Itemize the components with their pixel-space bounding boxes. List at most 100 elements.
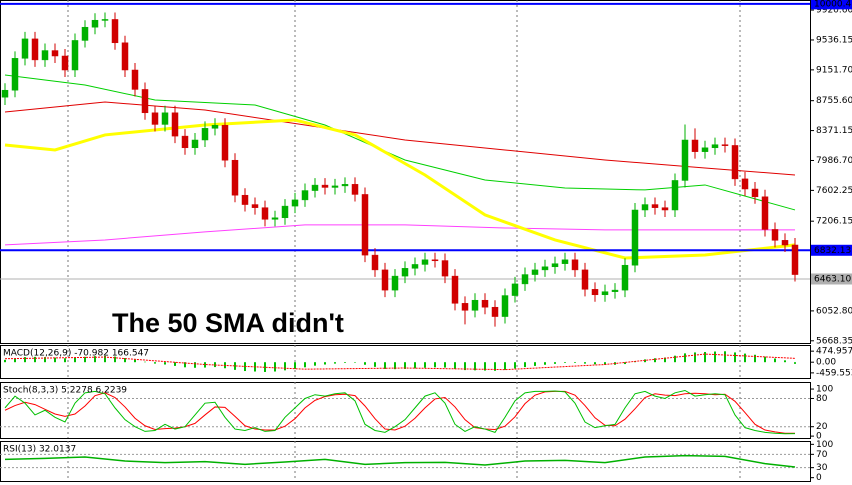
- macd-bar: [84, 356, 86, 363]
- macd-bar: [494, 362, 496, 371]
- candle-body: [91, 19, 99, 28]
- candle-body: [441, 260, 449, 277]
- macd-bar: [394, 362, 396, 370]
- candle-body: [71, 40, 79, 71]
- candle-body: [171, 112, 179, 137]
- candle-body: [231, 159, 239, 196]
- macd-bar: [434, 362, 436, 368]
- candle-body: [721, 144, 729, 146]
- candle-body: [21, 38, 29, 59]
- candle-body: [681, 139, 689, 181]
- indicator-line: [4, 454, 796, 468]
- y-tick-label: 9920.60: [816, 6, 852, 16]
- macd-bar: [294, 362, 296, 369]
- candle-body: [781, 240, 789, 246]
- macd-bar: [674, 355, 676, 363]
- macd-bar: [564, 362, 566, 363]
- candle-body: [751, 188, 759, 198]
- panel-frame: [0, 382, 811, 439]
- macd-bar: [264, 362, 266, 372]
- y-tick-label: 0: [816, 432, 822, 442]
- moving-average: [4, 101, 796, 176]
- candle-body: [281, 205, 289, 219]
- candle-body: [741, 178, 749, 190]
- candle-body: [361, 194, 369, 256]
- level-label: 6832.13: [814, 246, 851, 256]
- y-tick-label: 0.00: [816, 358, 836, 368]
- macd-bar: [284, 362, 286, 371]
- candle-body: [571, 259, 579, 271]
- macd-bar: [234, 362, 236, 370]
- y-tick-label: -459.553: [816, 368, 852, 378]
- candle-body: [261, 207, 269, 220]
- candle-body: [11, 58, 19, 91]
- macd-bar: [684, 353, 686, 363]
- macd-bar: [414, 362, 416, 369]
- candle-body: [41, 50, 49, 61]
- macd-bar: [734, 352, 736, 363]
- candle-body: [521, 274, 529, 285]
- candle-body: [111, 19, 119, 44]
- macd-bar: [474, 362, 476, 371]
- candle-body: [671, 180, 679, 211]
- panel-frame: [0, 441, 811, 482]
- macd-bar: [344, 362, 346, 363]
- moving-average: [4, 224, 795, 246]
- candle-body: [411, 264, 419, 269]
- candle-body: [431, 259, 439, 262]
- candle-body: [791, 244, 799, 275]
- macd-bar: [794, 362, 796, 364]
- candle-body: [351, 184, 359, 195]
- macd-bar: [664, 357, 666, 363]
- candle-body: [181, 135, 189, 149]
- macd-bar: [604, 362, 606, 365]
- y-tick-label: 80: [816, 394, 828, 404]
- y-tick-label: 9536.15: [816, 35, 852, 45]
- y-tick-label: 70: [816, 450, 828, 460]
- candle-body: [391, 275, 399, 291]
- candle-body: [31, 38, 39, 61]
- candle-body: [551, 263, 559, 268]
- candle-body: [121, 42, 129, 71]
- macd-bar: [354, 362, 356, 363]
- macd-bar: [654, 358, 656, 363]
- candle-body: [191, 139, 199, 149]
- candle-body: [601, 291, 609, 296]
- candle-body: [631, 209, 639, 266]
- level-label-box: [811, 0, 852, 10]
- candle-body: [151, 112, 159, 125]
- y-tick-label: 100: [816, 385, 833, 395]
- annotation: The 50 SMA didn't: [112, 308, 344, 338]
- candle-body: [271, 217, 279, 220]
- y-tick-label: 8755.60: [816, 96, 852, 106]
- macd-bar: [594, 362, 596, 365]
- candle-body: [1, 89, 9, 98]
- candle-body: [531, 269, 539, 275]
- level-label: 10000.41: [814, 0, 852, 9]
- macd-bar: [574, 362, 576, 363]
- candle-body: [711, 144, 719, 149]
- macd-bar: [754, 354, 756, 363]
- macd-bar: [784, 360, 786, 363]
- macd-bar: [704, 351, 706, 363]
- candle-body: [621, 264, 629, 291]
- candle-body: [311, 184, 319, 191]
- macd-bar: [504, 362, 506, 370]
- macd-bar: [534, 362, 536, 366]
- macd-bar: [134, 359, 136, 363]
- candle-body: [381, 269, 389, 291]
- candle-body: [771, 229, 779, 241]
- level-label-box: [811, 273, 852, 285]
- macd-bar: [334, 362, 336, 364]
- candle-body: [201, 128, 209, 141]
- candle-body: [291, 199, 299, 207]
- candle-body: [481, 299, 489, 308]
- macd-bar: [14, 358, 16, 363]
- y-tick-label: 0: [816, 473, 822, 483]
- candle-body: [161, 112, 169, 125]
- y-tick-label: 7986.70: [816, 156, 852, 166]
- indicator-line: [4, 390, 796, 434]
- candle-body: [51, 50, 59, 57]
- macd-bar: [124, 358, 126, 363]
- candle-body: [251, 204, 259, 208]
